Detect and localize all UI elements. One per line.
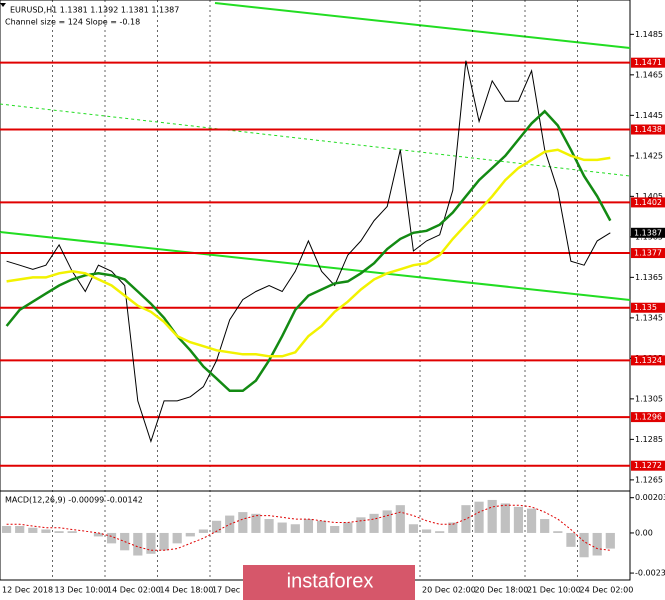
macd-bar <box>106 532 117 544</box>
y-tick-label: 0.00203 <box>635 493 665 502</box>
macd-bar <box>316 520 327 533</box>
watermark: instaforex <box>287 570 374 592</box>
macd-bar <box>435 531 445 533</box>
level-label: 1.135 <box>634 303 657 312</box>
y-tick-label: 1.1485 <box>635 30 663 39</box>
x-tick-label: 17 Dec <box>212 586 240 595</box>
level-label: 1.1402 <box>634 198 662 207</box>
level-label: 1.1377 <box>634 249 662 258</box>
y-tick-label: 1.1445 <box>635 111 663 120</box>
level-label-box <box>631 355 665 366</box>
y-tick-label: 1.1305 <box>635 394 663 403</box>
macd-title: MACD(12,26,9) -0.00099 -0.00142 <box>5 496 143 505</box>
level-label: 1.1296 <box>634 413 662 422</box>
level-label: 1.1471 <box>634 58 662 67</box>
macd-bar <box>526 508 537 533</box>
macd-bar <box>592 532 602 556</box>
macd-bar <box>448 522 458 533</box>
x-tick-label: 13 Dec 10:00 <box>55 586 109 595</box>
level-label: 1.1272 <box>634 461 662 470</box>
x-tick-label: 21 Dec 10:00 <box>527 586 581 595</box>
level-label-box <box>631 124 665 135</box>
level-label-box <box>631 460 665 471</box>
macd-bar <box>172 532 182 544</box>
y-tick-label: 1.1345 <box>635 313 663 322</box>
moving-average <box>6 148 611 358</box>
macd-bar <box>395 505 405 533</box>
price-line <box>6 60 611 444</box>
macd-bar <box>159 532 169 551</box>
macd-bar <box>211 520 222 533</box>
macd-bar <box>238 512 248 533</box>
macd-bar <box>343 522 353 533</box>
y-tick-label: 1.1405 <box>635 192 663 201</box>
macd-bar <box>408 524 419 533</box>
x-tick-label: 20 Dec 18:00 <box>475 586 529 595</box>
level-label-box <box>631 57 665 68</box>
macd-bar <box>553 531 563 533</box>
macd-bar <box>303 519 314 533</box>
channel-top <box>214 2 631 49</box>
macd-bar <box>421 529 432 533</box>
macd-bar <box>290 524 300 533</box>
chart-title: EURUSD,H1 1.1381 1.1392 1.1381 1.1387 <box>10 6 179 15</box>
level-label: 1.1438 <box>634 125 662 134</box>
macd-bar <box>566 532 576 547</box>
chart-subtitle: Channel size = 124 Slope = -0.18 <box>5 18 140 27</box>
x-tick-label: 24 Dec 02:00 <box>580 586 634 595</box>
macd-bar <box>133 532 143 556</box>
level-label-box <box>631 248 665 259</box>
x-tick-label: 20 Dec 02:00 <box>422 586 476 595</box>
macd-bar <box>251 513 261 533</box>
level-label: 1.1324 <box>634 356 662 365</box>
moving-average <box>5 109 612 393</box>
channel-bottom <box>0 231 631 301</box>
y-tick-label: 1.1265 <box>635 475 663 484</box>
level-label-box <box>631 412 665 423</box>
macd-bar <box>500 503 510 533</box>
macd-bar <box>146 532 156 554</box>
menu-arrow <box>0 3 6 7</box>
macd-bar <box>264 519 274 533</box>
macd-bar <box>198 529 209 533</box>
macd-bar <box>277 522 287 533</box>
macd-bar <box>330 526 340 533</box>
macd-bar <box>579 532 589 558</box>
macd-bar <box>67 531 77 533</box>
macd-bar <box>28 527 38 533</box>
level-label-box <box>631 197 665 208</box>
macd-bar <box>540 519 550 533</box>
y-tick-label: 1.1285 <box>635 435 663 444</box>
y-tick-label: 1.1365 <box>635 273 663 282</box>
x-tick-label: 14 Dec 18:00 <box>160 586 214 595</box>
x-tick-label: 14 Dec 02:00 <box>107 586 161 595</box>
macd-bar <box>185 532 195 537</box>
level-label-box <box>631 302 665 313</box>
macd-bar <box>605 532 615 549</box>
y-tick-label: 1.1425 <box>635 151 663 160</box>
macd-bar <box>1 526 12 533</box>
y-tick-label: 1.1465 <box>635 70 663 79</box>
macd-bar <box>41 529 51 533</box>
macd-bar <box>513 506 524 533</box>
last-price-label: 1.1387 <box>634 228 662 237</box>
macd-bar <box>382 510 392 533</box>
macd-bar <box>93 532 104 537</box>
macd-bar <box>474 501 484 533</box>
macd-signal <box>6 504 611 551</box>
macd-bar <box>356 517 366 533</box>
macd-bar <box>369 513 379 533</box>
last-price-box <box>631 227 665 238</box>
macd-bar <box>15 526 25 533</box>
x-tick-label: 12 Dec 2018 <box>2 586 53 595</box>
macd-bar <box>54 531 64 533</box>
watermark-box <box>243 565 415 600</box>
y-tick-label: 0.00 <box>635 528 653 537</box>
macd-bar <box>461 505 471 533</box>
macd-bar <box>487 499 497 533</box>
